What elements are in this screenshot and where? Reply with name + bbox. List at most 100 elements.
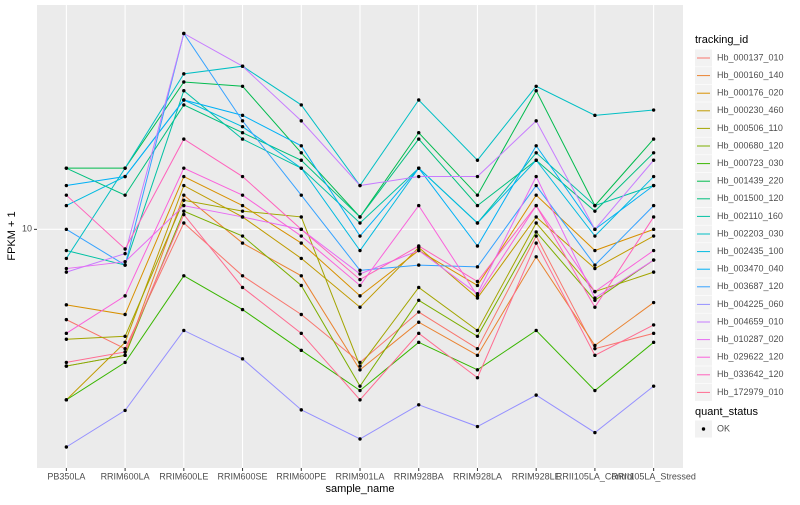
- data-point: [534, 144, 538, 148]
- data-point: [299, 241, 303, 245]
- data-point: [123, 166, 127, 170]
- data-point: [299, 215, 303, 219]
- data-point: [417, 340, 421, 345]
- data-point: [593, 266, 597, 271]
- data-point: [358, 398, 362, 402]
- data-point: [651, 300, 656, 305]
- data-point: [358, 283, 362, 288]
- data-point: [651, 234, 656, 238]
- data-point: [64, 227, 69, 232]
- data-point: [358, 272, 362, 276]
- data-point: [593, 234, 597, 238]
- data-point: [64, 270, 69, 274]
- data-point: [123, 260, 127, 264]
- data-point: [64, 445, 69, 449]
- data-point: [182, 328, 186, 333]
- data-point: [534, 255, 538, 259]
- x-tick-label: RRIM600LA: [101, 471, 150, 481]
- data-point: [240, 215, 245, 219]
- x-tick-label: RRIM928LE: [512, 471, 561, 481]
- data-point: [240, 307, 245, 312]
- data-point: [358, 384, 362, 388]
- data-point: [417, 320, 421, 324]
- data-point: [299, 227, 303, 232]
- data-point: [240, 234, 245, 238]
- data-point: [123, 294, 127, 298]
- data-point: [475, 424, 480, 429]
- data-point: [358, 305, 362, 309]
- data-point: [475, 334, 480, 338]
- x-tick-label: RRIM600LE: [159, 471, 208, 481]
- legend-label: Hb_000176_020: [717, 88, 784, 98]
- data-point: [593, 209, 597, 213]
- x-tick-label: RRII105LA_Stressed: [611, 471, 696, 481]
- data-point: [417, 174, 421, 179]
- legend-label: Hb_172979_010: [717, 387, 784, 397]
- data-point: [182, 212, 186, 217]
- data-point: [593, 227, 597, 232]
- data-point: [299, 408, 303, 412]
- data-point: [123, 251, 127, 256]
- data-point: [123, 350, 127, 354]
- data-point: [417, 403, 421, 407]
- data-point: [475, 353, 480, 358]
- data-point: [475, 294, 480, 298]
- data-point: [182, 103, 186, 107]
- data-point: [593, 346, 597, 351]
- data-point: [240, 113, 245, 118]
- data-point: [299, 234, 303, 238]
- data-point: [240, 209, 245, 213]
- data-point: [299, 158, 303, 162]
- data-point: [534, 183, 538, 188]
- data-point: [299, 119, 303, 123]
- data-point: [417, 203, 421, 208]
- data-point: [417, 285, 421, 290]
- legend-label: Hb_000230_460: [717, 105, 784, 115]
- data-point: [64, 193, 69, 197]
- y-axis-label: FPKM + 1: [6, 211, 18, 260]
- data-point: [123, 312, 127, 317]
- data-point: [240, 357, 245, 361]
- data-point: [182, 203, 186, 208]
- data-point: [593, 353, 597, 358]
- data-point: [123, 408, 127, 413]
- x-tick-label: RRIM928BA: [394, 471, 444, 481]
- data-point: [123, 193, 127, 197]
- data-point: [534, 221, 538, 225]
- data-point: [651, 151, 656, 155]
- x-tick-label: RRII105LA_Control: [556, 471, 634, 481]
- x-tick-label: RRIM928LA: [453, 471, 502, 481]
- data-point: [534, 393, 538, 397]
- data-point: [182, 98, 186, 102]
- data-point: [64, 256, 69, 261]
- data-point: [358, 294, 362, 298]
- data-point: [534, 328, 538, 333]
- legend-label: Hb_004225_060: [717, 299, 784, 309]
- legend-title: tracking_id: [695, 34, 748, 46]
- data-point: [240, 64, 245, 68]
- legend-label: Hb_001439_220: [717, 176, 784, 186]
- data-point: [593, 113, 597, 118]
- data-point: [64, 364, 69, 368]
- data-point: [182, 31, 186, 36]
- data-point: [358, 248, 362, 253]
- data-point: [64, 331, 69, 336]
- data-point: [475, 368, 480, 372]
- data-point: [417, 98, 421, 102]
- data-point: [358, 277, 362, 282]
- data-point: [417, 131, 421, 135]
- data-point: [358, 215, 362, 219]
- data-point: [534, 174, 538, 179]
- data-point: [182, 274, 186, 278]
- data-point: [240, 274, 245, 278]
- data-point: [182, 193, 186, 197]
- x-tick-label: PB350LA: [47, 471, 85, 481]
- data-point: [651, 331, 656, 336]
- data-point: [593, 248, 597, 253]
- data-point: [240, 193, 245, 197]
- data-point: [123, 247, 127, 251]
- data-point: [593, 388, 597, 393]
- data-point: [417, 310, 421, 314]
- data-point: [651, 215, 656, 219]
- data-point: [651, 203, 656, 208]
